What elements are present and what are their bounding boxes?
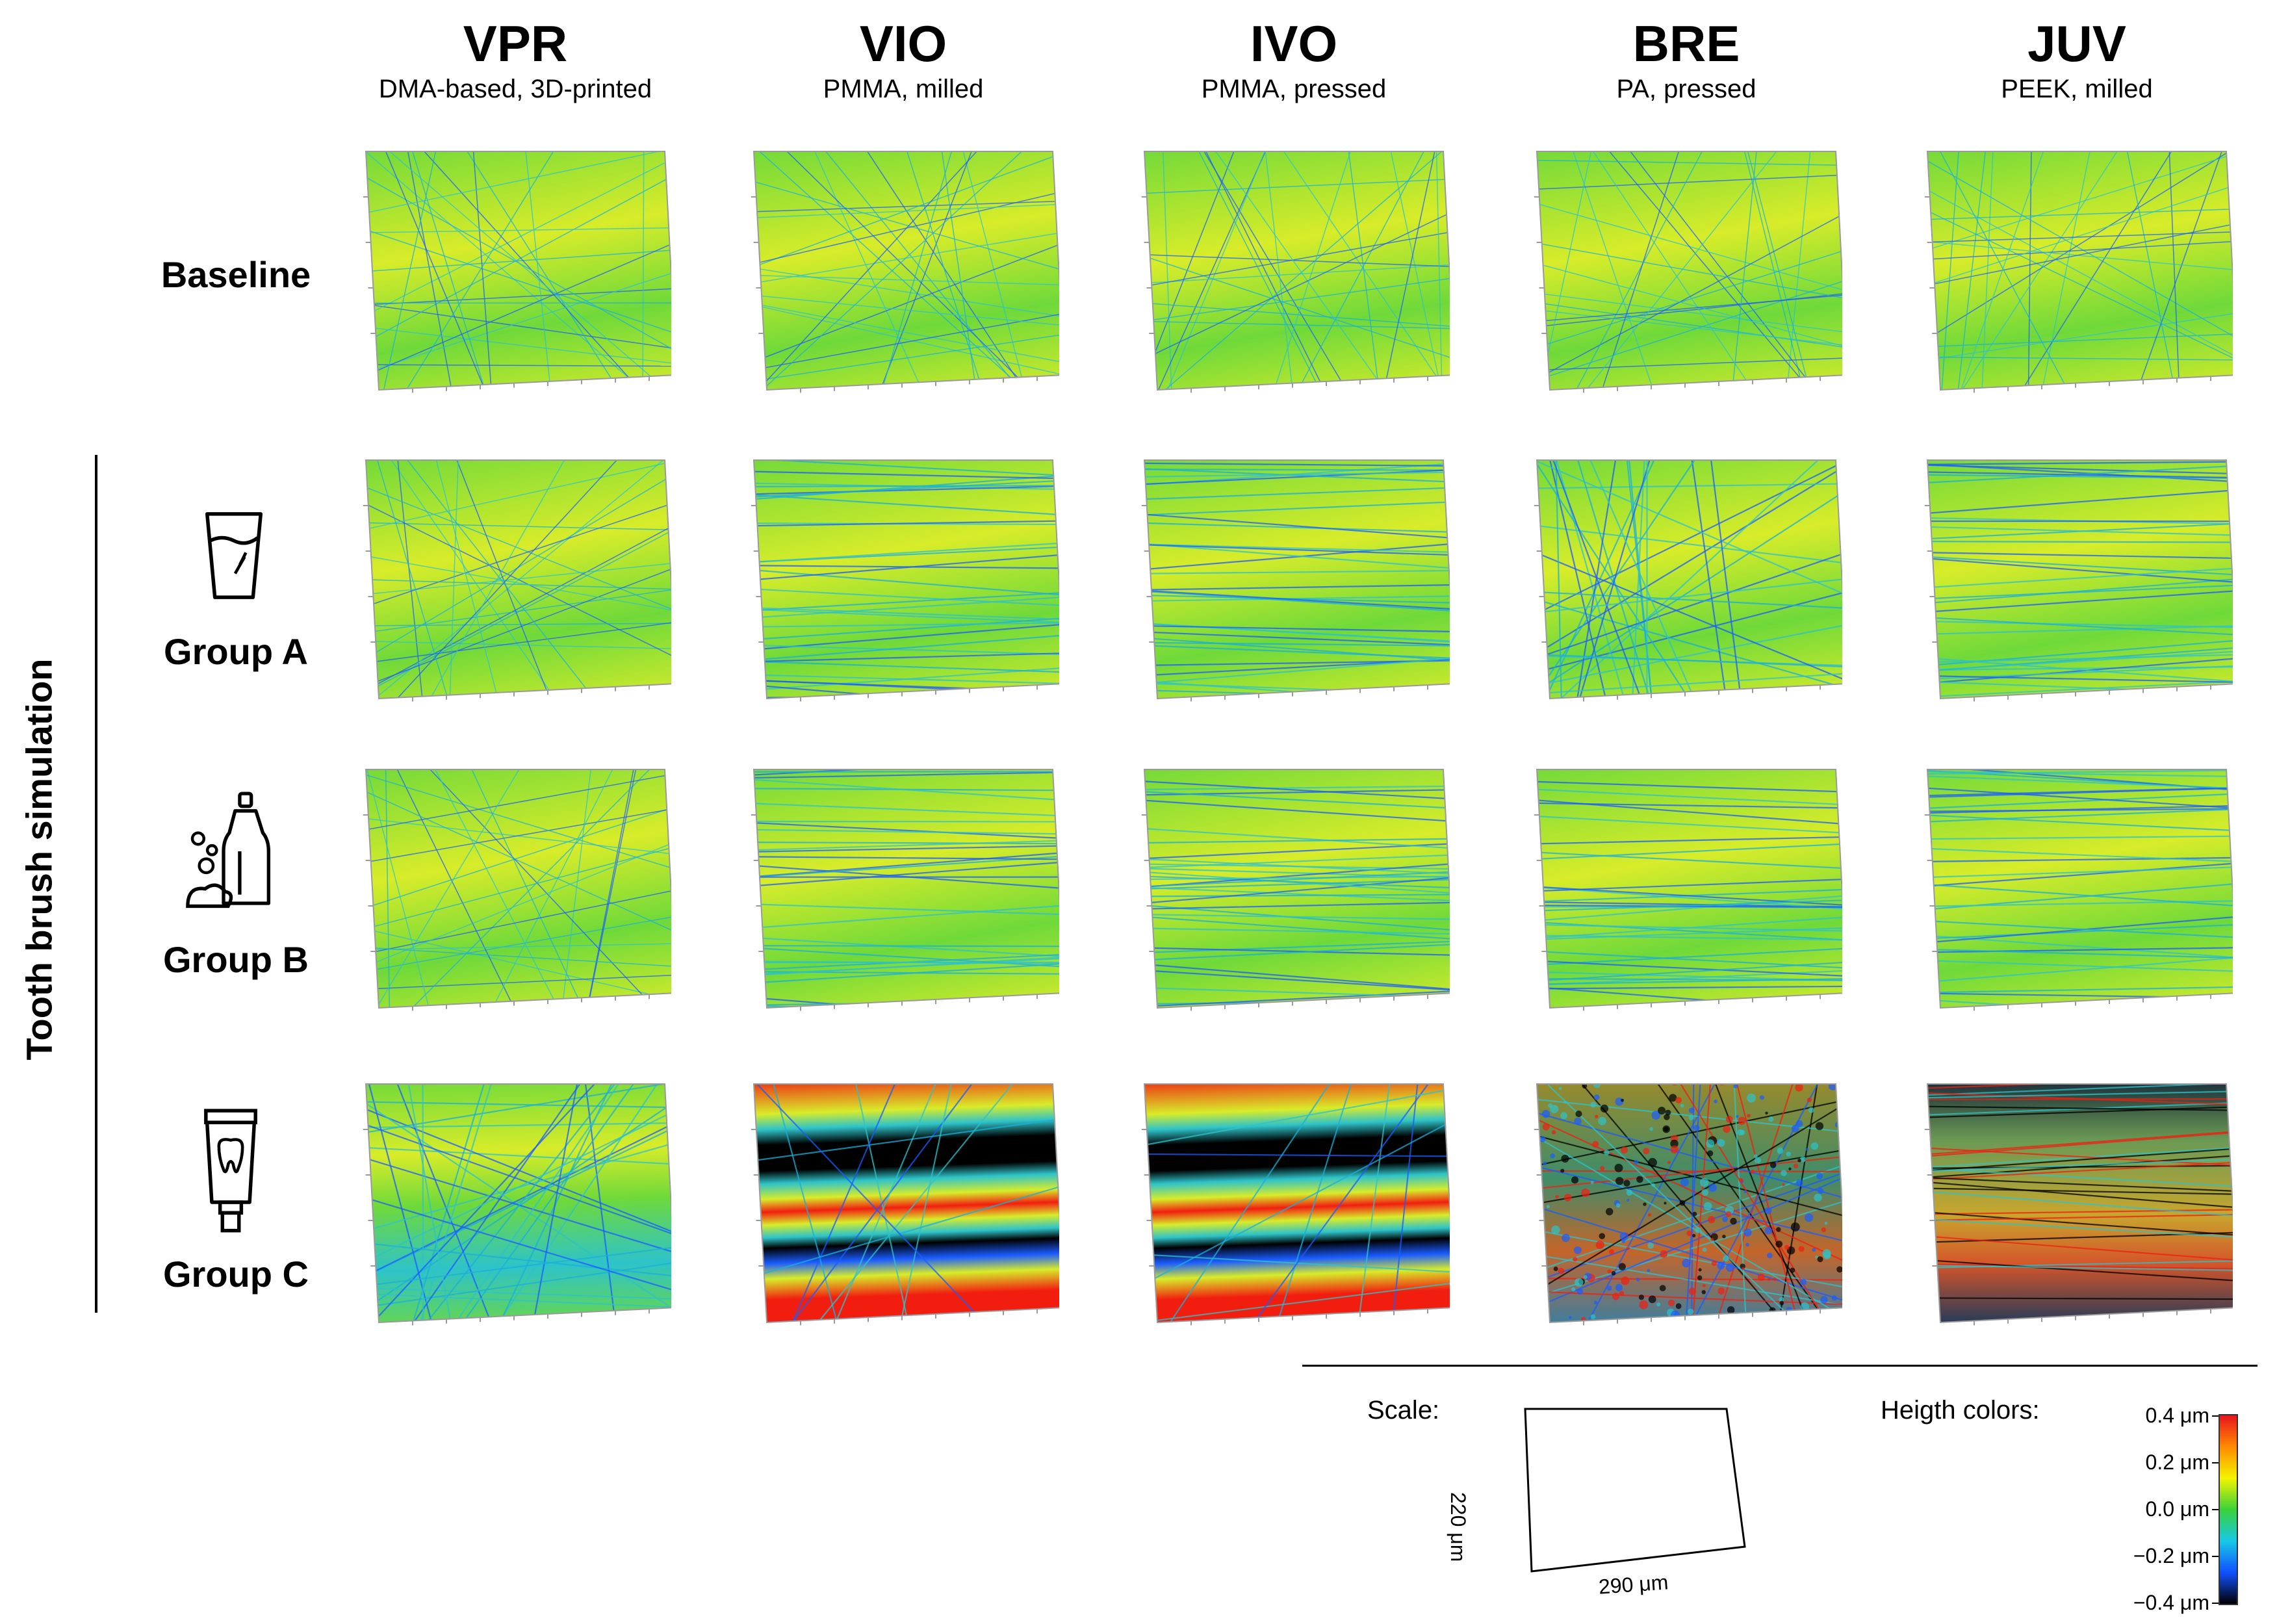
toothpaste-tube-icon xyxy=(195,1105,266,1235)
column-material: PMMA, milled xyxy=(823,75,984,103)
surface-map-ivo-baseline xyxy=(1138,146,1456,393)
column-header-ivo: IVO PMMA, pressed xyxy=(1125,14,1463,105)
scale-label: Scale: xyxy=(1367,1396,1440,1424)
side-bracket-line xyxy=(95,455,97,1313)
surface-map-bre-group-b xyxy=(1530,764,1849,1011)
column-code: BRE xyxy=(1632,15,1740,72)
scale-height-label: 220 μm xyxy=(1447,1492,1470,1562)
surface-map-juv-group-a xyxy=(1921,455,2239,702)
surface-map-vio-group-a xyxy=(747,455,1066,702)
colorbar-tick-mark xyxy=(2212,1509,2219,1510)
column-material: PA, pressed xyxy=(1616,75,1756,103)
side-label: Tooth brush simulation xyxy=(18,658,60,1061)
scale-box xyxy=(1488,1397,1761,1592)
colorbar-tick-mark xyxy=(2212,1556,2219,1557)
surface-map-juv-group-c xyxy=(1921,1079,2239,1326)
row-label-group-c: Group C xyxy=(163,1254,309,1295)
column-code: JUV xyxy=(2027,15,2126,72)
surface-map-vio-baseline xyxy=(747,146,1066,393)
legend-separator xyxy=(1302,1365,2258,1367)
column-header-bre: BRE PA, pressed xyxy=(1517,14,1855,105)
column-code: IVO xyxy=(1250,15,1338,72)
column-code: VIO xyxy=(859,15,947,72)
column-code: VPR xyxy=(463,15,568,72)
row-label-group-a: Group A xyxy=(164,631,308,672)
row-label-baseline: Baseline xyxy=(161,254,311,295)
colorbar-tick-mark xyxy=(2212,1462,2219,1463)
surface-map-vpr-group-b xyxy=(359,764,678,1011)
surface-map-juv-baseline xyxy=(1921,146,2239,393)
column-material: PEEK, milled xyxy=(2001,75,2153,103)
surface-map-vpr-baseline xyxy=(359,146,678,393)
surface-map-vio-group-b xyxy=(747,764,1066,1011)
colorbar-tick-label: −0.2 μm xyxy=(2133,1544,2209,1567)
surface-map-vpr-group-c xyxy=(359,1079,678,1326)
colorbar xyxy=(2219,1414,2238,1605)
dish-soap-bottle-icon xyxy=(182,786,286,916)
surface-map-bre-group-c xyxy=(1530,1079,1849,1326)
surface-map-juv-group-b xyxy=(1921,764,2239,1011)
surface-map-ivo-group-a xyxy=(1138,455,1456,702)
colorbar-tick-label: 0.2 μm xyxy=(2145,1450,2209,1474)
colorbar-tick-label: 0.0 μm xyxy=(2145,1497,2209,1521)
glass-of-water-icon xyxy=(198,507,270,604)
row-label-group-b: Group B xyxy=(163,939,309,980)
height-colors-label: Heigth colors: xyxy=(1881,1396,2040,1424)
column-header-vio: VIO PMMA, milled xyxy=(734,14,1072,105)
column-material: DMA-based, 3D-printed xyxy=(378,75,652,103)
surface-map-vio-group-c xyxy=(747,1079,1066,1326)
colorbar-tick-mark xyxy=(2212,1603,2219,1604)
surface-map-ivo-group-c xyxy=(1138,1079,1456,1326)
colorbar-tick-mark xyxy=(2212,1415,2219,1417)
colorbar-tick-label: −0.4 μm xyxy=(2133,1591,2209,1614)
column-header-juv: JUV PEEK, milled xyxy=(1908,14,2246,105)
surface-map-ivo-group-b xyxy=(1138,764,1456,1011)
column-header-vpr: VPR DMA-based, 3D-printed xyxy=(346,14,684,105)
surface-map-bre-baseline xyxy=(1530,146,1849,393)
surface-map-vpr-group-a xyxy=(359,455,678,702)
column-material: PMMA, pressed xyxy=(1201,75,1387,103)
surface-map-bre-group-a xyxy=(1530,455,1849,702)
scale-width-label: 290 μm xyxy=(1597,1570,1669,1599)
colorbar-tick-label: 0.4 μm xyxy=(2145,1404,2209,1427)
